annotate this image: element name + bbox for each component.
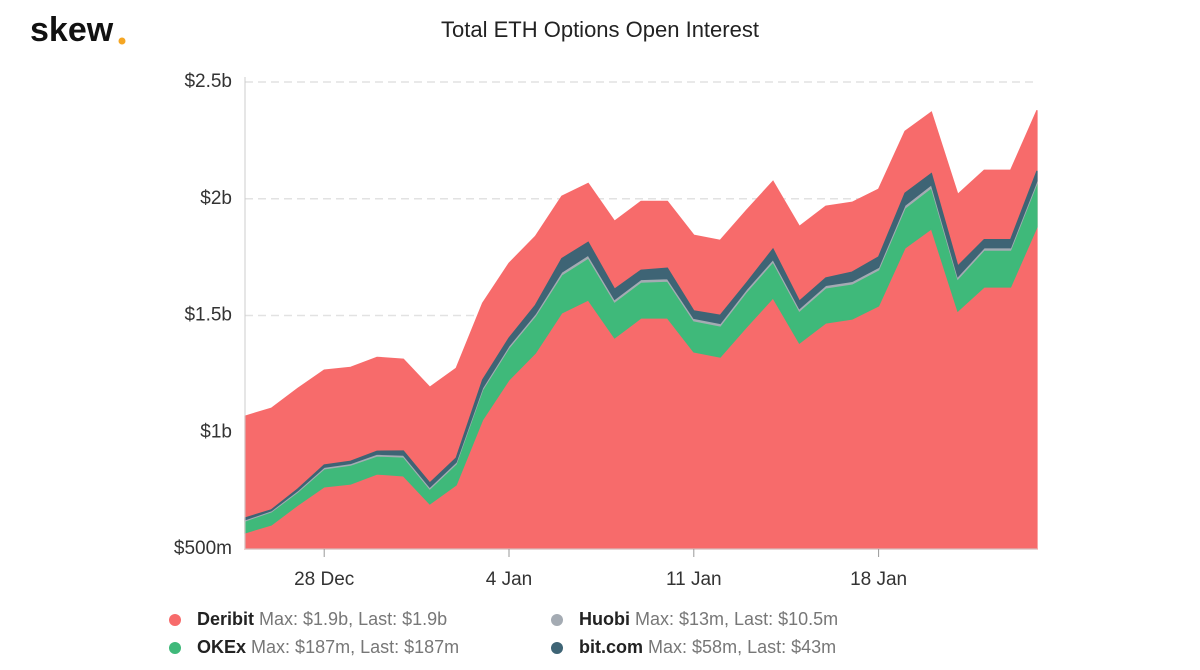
- legend-note: Max: $1.9b, Last: $1.9b: [259, 609, 447, 629]
- area: [244, 170, 1038, 521]
- legend-name: Huobi: [579, 609, 630, 629]
- x-tick-label: 28 Dec: [294, 569, 354, 590]
- y-tick-label: $500m: [174, 538, 232, 559]
- legend-note: Max: $187m, Last: $187m: [251, 637, 459, 657]
- legend-note: Max: $13m, Last: $10.5m: [635, 609, 838, 629]
- y-tick-label: $2b: [200, 188, 232, 209]
- legend-entry: bit.com Max: $58m, Last: $43m: [579, 637, 836, 657]
- legend-name: OKEx: [197, 637, 246, 657]
- x-tick-label: 4 Jan: [486, 569, 532, 590]
- legend-marker: [169, 614, 181, 626]
- legend-marker: [551, 642, 563, 654]
- legend-note: Max: $58m, Last: $43m: [648, 637, 836, 657]
- legend-marker: [169, 642, 181, 654]
- legend-entry: OKEx Max: $187m, Last: $187m: [197, 637, 459, 657]
- x-tick-label: 18 Jan: [850, 569, 907, 590]
- chart-title: Total ETH Options Open Interest: [441, 17, 759, 42]
- legend-name: bit.com: [579, 637, 643, 657]
- y-tick-label: $1.5b: [184, 305, 232, 326]
- y-tick-label: $1b: [200, 421, 232, 442]
- legend-name: Deribit: [197, 609, 254, 629]
- area: [244, 110, 1038, 550]
- logo: skew: [30, 11, 114, 49]
- logo-dot: [118, 37, 126, 45]
- legend-entry: Huobi Max: $13m, Last: $10.5m: [579, 609, 838, 629]
- legend-entry: Deribit Max: $1.9b, Last: $1.9b: [197, 609, 447, 629]
- x-tick-label: 11 Jan: [666, 569, 722, 590]
- y-tick-label: $2.5b: [184, 71, 232, 92]
- legend-marker: [551, 614, 563, 626]
